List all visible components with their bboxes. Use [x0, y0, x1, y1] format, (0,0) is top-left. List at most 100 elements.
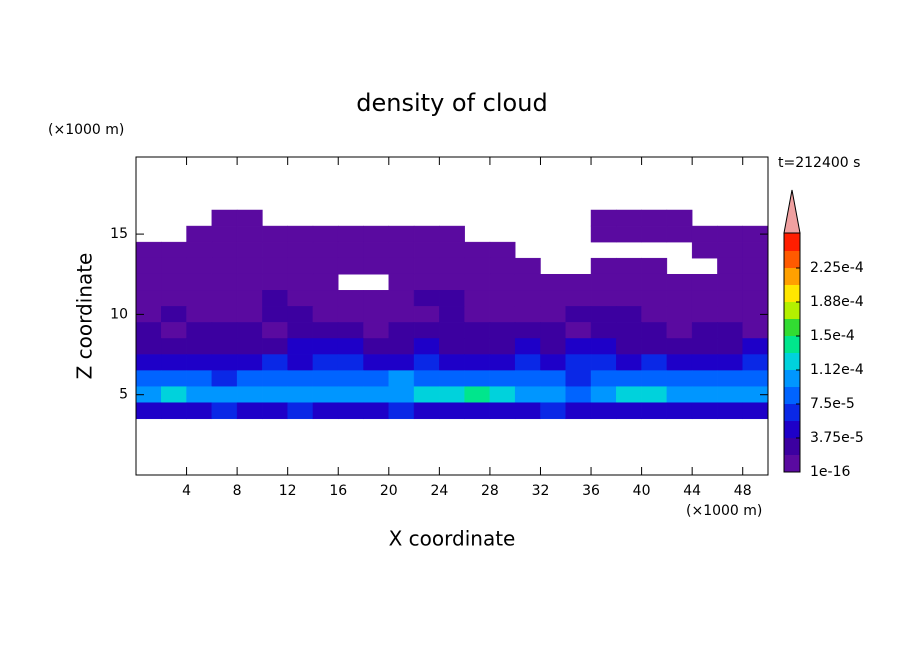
colorbar-frame	[783, 232, 801, 473]
field-cell	[363, 257, 390, 275]
field-cell	[666, 209, 693, 227]
field-cell	[211, 257, 238, 275]
field-cell	[161, 402, 187, 420]
field-cell	[135, 322, 162, 339]
field-cell	[616, 209, 642, 227]
field-cell	[262, 322, 288, 339]
field-cell	[287, 306, 314, 323]
field-cell	[363, 306, 390, 323]
x-tick-label: 16	[329, 483, 347, 499]
field-cell	[514, 306, 541, 323]
field-cell	[287, 386, 314, 403]
field-cell	[489, 370, 516, 387]
field-cell	[186, 273, 213, 291]
field-cell	[312, 402, 339, 420]
field-cell	[287, 225, 314, 243]
field-cell	[312, 225, 339, 243]
field-cell	[641, 322, 668, 339]
colorbar-segment	[784, 251, 800, 268]
field-cell	[262, 402, 288, 420]
field-cell	[616, 273, 642, 291]
field-cell	[641, 290, 668, 307]
field-cell	[236, 338, 263, 355]
field-cell	[691, 354, 718, 371]
field-cell	[337, 386, 364, 403]
field-cell	[287, 338, 314, 355]
field-cell	[312, 241, 339, 259]
x-tick-label: 20	[380, 483, 398, 499]
chart-title: density of cloud	[356, 89, 547, 117]
field-cell	[337, 338, 364, 355]
field-cell	[691, 370, 718, 387]
field-cell	[388, 273, 415, 291]
field-cell	[742, 241, 769, 259]
field-cell	[236, 290, 263, 307]
x-tick-label: 28	[481, 483, 499, 499]
field-cell	[691, 241, 718, 259]
field-cell	[363, 322, 390, 339]
field-cell	[691, 290, 718, 307]
field-cell	[236, 402, 263, 420]
colorbar-segment	[784, 421, 800, 438]
field-cell	[211, 306, 238, 323]
field-cell	[211, 402, 238, 420]
field-cell	[186, 241, 213, 259]
colorbar-label: 3.75e-5	[810, 430, 864, 446]
y-unit: (×1000 m)	[48, 122, 124, 138]
colorbar-segment	[784, 387, 800, 404]
field-cell	[464, 257, 491, 275]
field-cell	[262, 290, 288, 307]
field-cell	[211, 370, 238, 387]
field-cell	[489, 354, 516, 371]
field-cell	[388, 354, 415, 371]
field-cell	[413, 338, 440, 355]
y-tick-label: 10	[110, 306, 128, 322]
field-cell	[666, 354, 693, 371]
field-cell	[262, 273, 288, 291]
field-cell	[540, 386, 567, 403]
field-cell	[135, 338, 162, 355]
field-cell	[161, 306, 187, 323]
field-cell	[236, 241, 263, 259]
time-label: t=212400 s	[778, 155, 860, 171]
field-cell	[717, 322, 743, 339]
field-cell	[590, 370, 617, 387]
y-axis-label: Z coordinate	[73, 253, 97, 380]
field-cell	[691, 225, 718, 243]
field-cell	[616, 370, 642, 387]
field-cell	[464, 338, 491, 355]
field-cell	[312, 338, 339, 355]
field-cell	[337, 370, 364, 387]
field-cell	[236, 306, 263, 323]
field-cell	[742, 338, 769, 355]
field-cell	[135, 241, 162, 259]
field-cell	[565, 354, 592, 371]
field-cell	[489, 402, 516, 420]
field-cell	[691, 273, 718, 291]
field-cell	[439, 306, 465, 323]
field-cell	[363, 386, 390, 403]
x-tick-label: 32	[532, 483, 550, 499]
field-cell	[186, 386, 213, 403]
field-cell	[514, 354, 541, 371]
field-cell	[337, 257, 364, 275]
field-cell	[135, 257, 162, 275]
field-cell	[312, 257, 339, 275]
field-cell	[590, 306, 617, 323]
field-cell	[312, 273, 339, 291]
field-cell	[135, 290, 162, 307]
field-cell	[742, 273, 769, 291]
colorbar-segment	[784, 302, 800, 319]
field-cell	[666, 225, 693, 243]
field-cell	[211, 338, 238, 355]
field-cell	[363, 354, 390, 371]
field-cell	[211, 386, 238, 403]
field-cell	[641, 386, 668, 403]
field-cell	[691, 322, 718, 339]
field-cell	[489, 273, 516, 291]
field-cell	[161, 257, 187, 275]
x-tick-label: 12	[279, 483, 297, 499]
field-cell	[590, 354, 617, 371]
y-tick-label: 5	[119, 387, 128, 403]
